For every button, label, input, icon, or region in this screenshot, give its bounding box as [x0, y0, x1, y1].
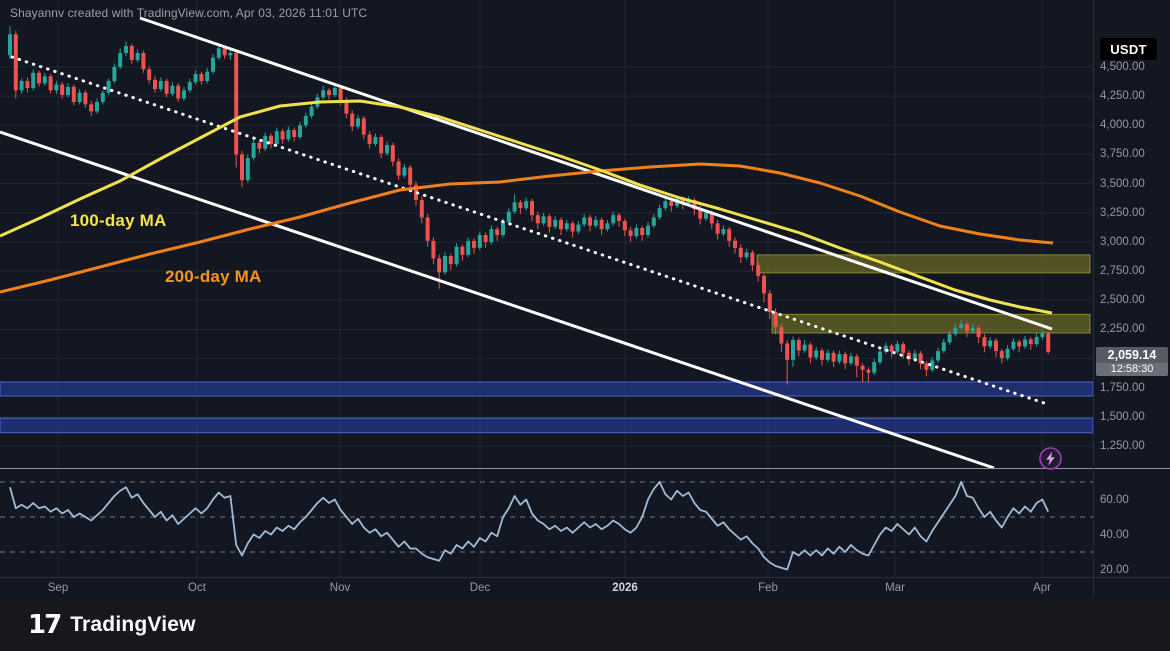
- resistance-zone-upper: [756, 254, 1091, 274]
- time-axis-border: [0, 577, 1170, 578]
- axis-tick-label: 3,000.00: [1100, 235, 1145, 248]
- last-price-label: 2,059.14 12:58:30: [1096, 347, 1168, 376]
- axis-tick-label: 1,500.00: [1100, 410, 1145, 423]
- tradingview-logo-icon[interactable]: 17: [28, 609, 62, 640]
- axis-tick-label: 20.00: [1100, 563, 1129, 576]
- axis-tick-label: 3,250.00: [1100, 206, 1145, 219]
- axis-tick-label: 2,750.00: [1100, 265, 1145, 278]
- axis-tick-label: Feb: [758, 582, 778, 594]
- ma200-line: [0, 162, 1054, 294]
- axis-tick-label: 1,250.00: [1100, 440, 1145, 453]
- ma100-label: 100-day MA: [70, 211, 167, 230]
- axis-tick-label: 60.00: [1100, 493, 1129, 506]
- trend-lines: [0, 16, 1053, 470]
- bar-countdown: 12:58:30: [1096, 363, 1168, 376]
- axis-tick-label: Oct: [188, 582, 206, 594]
- axis-tick-label: 40.00: [1100, 528, 1129, 541]
- axis-tick-label: Apr: [1033, 582, 1051, 594]
- rsi-pane: [0, 481, 1093, 571]
- axis-tick-label: 3,750.00: [1100, 148, 1145, 161]
- axis-tick-label: Dec: [469, 582, 491, 594]
- lower-channel-line: [0, 130, 995, 470]
- axis-tick-label: 2026: [612, 582, 638, 594]
- axis-tick-label: 1,750.00: [1100, 381, 1145, 394]
- last-price-value: 2,059.14: [1096, 347, 1168, 363]
- footer-bar: 17 TradingView: [0, 598, 1170, 651]
- ma200-label: 200-day MA: [165, 267, 262, 286]
- tradingview-logo-text[interactable]: TradingView: [70, 612, 196, 636]
- price-axis-border: [1093, 0, 1094, 598]
- axis-tick-label: Mar: [885, 582, 905, 594]
- pane-divider[interactable]: [0, 468, 1170, 469]
- chart-attribution: Shayannv created with TradingView.com, A…: [10, 6, 368, 20]
- resistance-zone-lower: [771, 313, 1091, 334]
- upper-channel-line: [139, 16, 1053, 331]
- currency-badge[interactable]: USDT: [1100, 38, 1157, 60]
- moving-averages: [0, 99, 1054, 315]
- ma100-line: [0, 99, 1053, 315]
- axis-tick-label: Nov: [329, 582, 351, 594]
- axis-tick-label: 3,500.00: [1100, 177, 1145, 190]
- axis-tick-label: 4,500.00: [1100, 60, 1145, 73]
- axis-tick-label: 4,000.00: [1100, 119, 1145, 132]
- rsi-line: [9, 481, 1050, 571]
- axis-tick-label: Sep: [47, 582, 69, 594]
- axis-tick-label: 2,500.00: [1100, 294, 1145, 307]
- flash-boost-icon[interactable]: [1036, 444, 1065, 473]
- support-zone-lower: [0, 417, 1094, 434]
- grid-lines: [0, 0, 1093, 577]
- sr-zones: [0, 254, 1094, 434]
- candles: [8, 26, 1051, 385]
- axis-tick-label: 4,250.00: [1100, 90, 1145, 103]
- axis-tick-label: 2,250.00: [1100, 323, 1145, 336]
- mid-dotted-line: [10, 55, 1052, 407]
- support-zone-upper: [0, 381, 1094, 397]
